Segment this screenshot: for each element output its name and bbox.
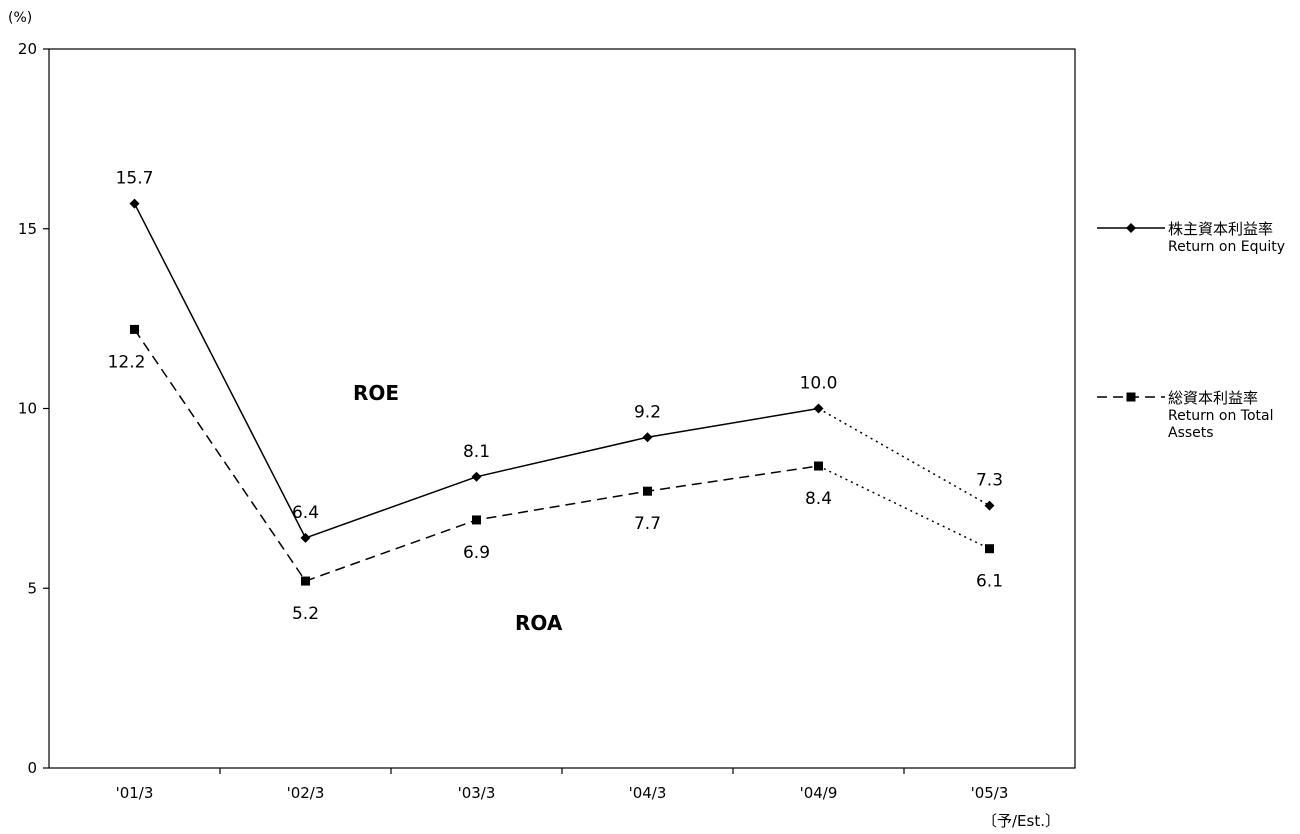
roa-point [643,486,652,496]
roe-data-label: 15.7 [116,169,154,189]
x-tick-label: '04/9 [800,784,838,802]
y-tick-label: 0 [27,759,37,777]
roe-point [813,403,824,414]
roa-data-label: 6.1 [976,572,1003,592]
roe-data-label: 8.1 [463,442,490,462]
legend-item-roa: 総資本利益率 Return on Total Assets [1097,389,1274,441]
x-tick-label: '02/3 [287,784,325,802]
legend-roe-name-en: Return on Equity [1168,239,1285,255]
legend-item-roe: 株主資本利益率 Return on Equity [1097,220,1285,255]
series-layer [129,198,995,586]
roa-point [985,544,994,554]
roe-point [642,432,653,443]
roa-point [130,324,139,334]
legend-roa-marker [1126,392,1136,402]
x-tick-label: '01/3 [116,784,154,802]
y-tick-label: 15 [18,220,37,238]
roe-data-label: 9.2 [634,402,661,422]
roe-point [984,500,995,511]
roa-data-label: 5.2 [292,604,319,624]
y-tick-label: 10 [18,400,37,418]
roe-estimate-segment [818,407,990,507]
y-tick-label: 5 [27,579,37,597]
roe-data-label: 6.4 [292,503,319,523]
x-tick-label: '04/3 [629,784,667,802]
roa-series-tag: ROA [515,611,563,635]
roa-data-label: 8.4 [805,489,832,509]
roa-point [472,515,481,525]
x-tick-label: '05/3 [971,784,1009,802]
y-axis-unit: (%) [8,10,32,26]
y-tick-label: 20 [18,40,37,58]
roa-data-label: 6.9 [463,543,490,563]
x-tick-label: '03/3 [458,784,496,802]
legend-roa-name-en-1: Return on Total [1168,408,1274,424]
roe-line [133,203,819,539]
roe-data-label: 10.0 [800,374,838,394]
roe-point [129,198,140,209]
plot-area-border [48,48,1076,769]
legend-roe-marker [1126,223,1136,233]
roa-point [301,576,310,586]
data-labels-layer: 15.7 6.4 8.1 9.2 10.0 7.3 12.2 5.2 6.9 7.7 8.4 6.1 [108,169,1003,624]
legend: 株主資本利益率 Return on Equity 総資本利益率 Return o… [1097,220,1285,441]
chart-axes: 0 5 10 15 20 '01/3 '02/3 '03/3 '04/3 '04/9 '05/3 [18,40,1076,802]
roa-data-label: 12.2 [108,352,146,372]
roe-point [300,532,311,543]
roe-series-tag: ROE [353,381,399,405]
roa-point [814,461,823,471]
roa-data-label: 7.7 [634,514,661,534]
legend-roa-name-en-2: Assets [1168,425,1214,441]
roa-estimate-segment [818,465,990,550]
roe-data-label: 7.3 [976,471,1003,491]
legend-roa-name: 総資本利益率 [1168,389,1258,407]
roe-point [471,471,482,482]
legend-roe-name: 株主資本利益率 [1168,220,1273,238]
estimate-note: 〔予/Est.〕 [982,812,1060,830]
